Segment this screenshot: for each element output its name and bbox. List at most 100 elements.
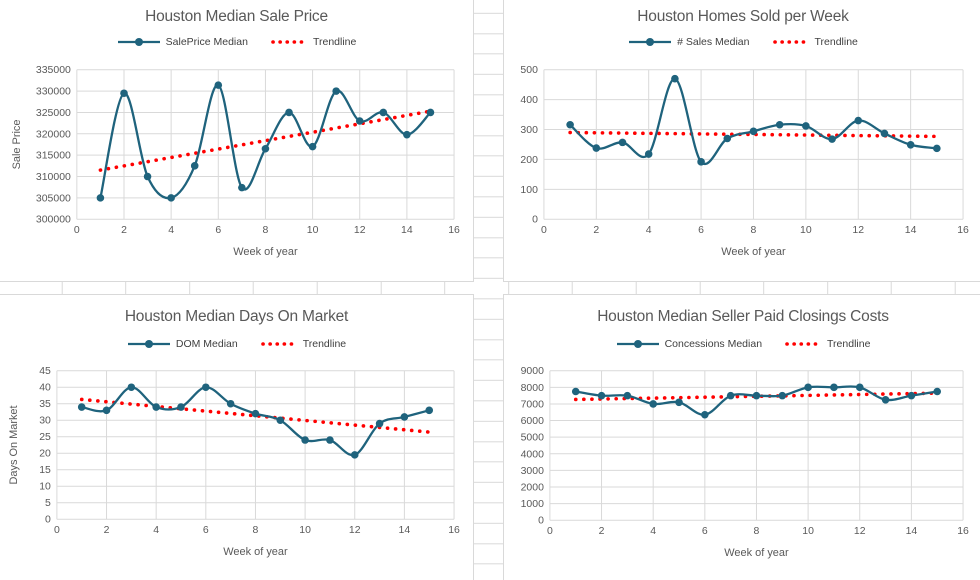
chart-legend: DOM Median Trendline bbox=[0, 338, 473, 350]
svg-text:30: 30 bbox=[39, 416, 51, 427]
trendline-dots-swatch-icon bbox=[785, 342, 821, 346]
plot-area-closing-costs[interactable]: 0 1000 2000 3000 4000 5000 6000 7000 8000 9000 0 2 4… bbox=[504, 295, 980, 580]
plot-area-days-on-market[interactable]: 0 5 10 15 20 25 30 35 40 45 0 2 4 6 8 10 12 14 16 Week of y… bbox=[0, 295, 473, 580]
legend-item-series[interactable]: DOM Median bbox=[127, 338, 238, 350]
svg-text:2: 2 bbox=[121, 225, 127, 236]
legend-label: Trendline bbox=[814, 36, 858, 48]
svg-text:14: 14 bbox=[906, 526, 918, 537]
svg-text:2: 2 bbox=[593, 225, 599, 236]
chart-card-homes-sold[interactable]: 0 100 200 300 400 500 0 2 4 6 8 10 12 14 16 Week of yea… bbox=[503, 0, 980, 282]
svg-text:200: 200 bbox=[520, 155, 538, 166]
svg-text:6: 6 bbox=[702, 526, 708, 537]
legend-item-series[interactable]: Concessions Median bbox=[616, 338, 762, 350]
svg-text:Week of year: Week of year bbox=[223, 546, 288, 558]
trendline-dots-swatch-icon bbox=[772, 40, 809, 44]
svg-text:10: 10 bbox=[800, 225, 812, 236]
svg-text:315000: 315000 bbox=[36, 151, 71, 162]
trendline-dots-swatch-icon bbox=[260, 342, 297, 346]
svg-text:0: 0 bbox=[54, 525, 60, 536]
chart-legend: Concessions Median Trendline bbox=[504, 338, 980, 350]
plot-area-sale-price[interactable]: 300000 305000 310000 315000 320000 325000 3300… bbox=[0, 0, 473, 281]
svg-text:12: 12 bbox=[854, 526, 866, 537]
svg-text:400: 400 bbox=[520, 95, 538, 106]
svg-text:0: 0 bbox=[541, 225, 547, 236]
svg-text:6: 6 bbox=[203, 525, 209, 536]
chart-card-closing-costs[interactable]: 0 1000 2000 3000 4000 5000 6000 7000 8000 9000 0 2 4… bbox=[503, 294, 980, 580]
svg-text:100: 100 bbox=[520, 185, 538, 196]
legend-item-trendline[interactable]: Trendline bbox=[270, 36, 356, 48]
svg-text:305000: 305000 bbox=[36, 193, 71, 204]
svg-text:5000: 5000 bbox=[521, 433, 544, 444]
legend-item-series[interactable]: # Sales Median bbox=[628, 36, 750, 48]
svg-text:14: 14 bbox=[401, 225, 413, 236]
svg-text:10: 10 bbox=[39, 482, 51, 493]
svg-text:0: 0 bbox=[532, 215, 538, 226]
legend-item-trendline[interactable]: Trendline bbox=[260, 338, 346, 350]
svg-text:325000: 325000 bbox=[36, 108, 71, 119]
svg-text:7000: 7000 bbox=[521, 399, 544, 410]
svg-text:3000: 3000 bbox=[521, 466, 544, 477]
svg-text:8: 8 bbox=[263, 225, 269, 236]
legend-label: DOM Median bbox=[175, 338, 238, 350]
series-line-swatch-icon bbox=[616, 340, 659, 348]
svg-text:4000: 4000 bbox=[521, 449, 544, 460]
svg-text:14: 14 bbox=[399, 525, 411, 536]
svg-text:0: 0 bbox=[538, 516, 544, 527]
svg-text:500: 500 bbox=[520, 65, 538, 76]
svg-text:4: 4 bbox=[168, 225, 174, 236]
chart-card-sale-price[interactable]: 300000 305000 310000 315000 320000 325000 3300… bbox=[0, 0, 474, 282]
svg-text:0: 0 bbox=[74, 225, 80, 236]
svg-text:4: 4 bbox=[646, 225, 652, 236]
svg-text:Week of year: Week of year bbox=[233, 246, 298, 258]
chart-legend: SalePrice Median Trendline bbox=[0, 36, 473, 48]
svg-text:10: 10 bbox=[299, 525, 311, 536]
svg-text:330000: 330000 bbox=[36, 87, 71, 98]
legend-label: Trendline bbox=[312, 36, 357, 48]
svg-text:320000: 320000 bbox=[36, 129, 71, 140]
svg-text:2: 2 bbox=[599, 526, 605, 537]
svg-text:5: 5 bbox=[45, 498, 51, 509]
chart-title: Houston Median Days On Market bbox=[124, 308, 349, 325]
svg-text:16: 16 bbox=[448, 225, 460, 236]
series-line-swatch-icon bbox=[117, 38, 160, 46]
legend-label: Trendline bbox=[302, 338, 347, 350]
chart-title: Houston Median Seller Paid Closings Cost… bbox=[597, 308, 889, 325]
svg-text:0: 0 bbox=[547, 526, 553, 537]
svg-text:40: 40 bbox=[39, 383, 51, 394]
svg-text:8: 8 bbox=[754, 526, 760, 537]
svg-text:25: 25 bbox=[39, 432, 51, 443]
legend-item-trendline[interactable]: Trendline bbox=[772, 36, 858, 48]
plot-area-homes-sold[interactable]: 0 100 200 300 400 500 0 2 4 6 8 10 12 14 16 Week of yea… bbox=[504, 0, 980, 281]
svg-text:Days On Market: Days On Market bbox=[8, 405, 20, 484]
svg-text:10: 10 bbox=[307, 225, 319, 236]
svg-text:335000: 335000 bbox=[36, 65, 71, 76]
legend-item-series[interactable]: SalePrice Median bbox=[117, 36, 248, 48]
legend-item-trendline[interactable]: Trendline bbox=[784, 338, 870, 350]
chart-title: Houston Homes Sold per Week bbox=[637, 8, 849, 25]
svg-text:20: 20 bbox=[39, 449, 51, 460]
svg-text:2: 2 bbox=[104, 525, 110, 536]
svg-text:8: 8 bbox=[253, 525, 259, 536]
svg-text:12: 12 bbox=[852, 225, 864, 236]
svg-text:15: 15 bbox=[39, 465, 51, 476]
svg-text:16: 16 bbox=[448, 525, 460, 536]
svg-text:8000: 8000 bbox=[521, 383, 544, 394]
trendline-dots-swatch-icon bbox=[271, 40, 307, 44]
svg-text:16: 16 bbox=[957, 526, 969, 537]
legend-label: Trendline bbox=[827, 338, 871, 350]
svg-text:35: 35 bbox=[39, 399, 51, 410]
legend-label: # Sales Median bbox=[677, 36, 750, 48]
svg-text:16: 16 bbox=[957, 225, 969, 236]
svg-text:12: 12 bbox=[349, 525, 361, 536]
svg-text:0: 0 bbox=[45, 515, 51, 526]
svg-text:Week of year: Week of year bbox=[721, 246, 786, 258]
legend-label: SalePrice Median bbox=[165, 36, 248, 48]
legend-label: Concessions Median bbox=[664, 338, 763, 350]
svg-text:14: 14 bbox=[905, 225, 917, 236]
svg-text:1000: 1000 bbox=[521, 499, 544, 510]
chart-card-days-on-market[interactable]: 0 5 10 15 20 25 30 35 40 45 0 2 4 6 8 10 12 14 16 Week of y… bbox=[0, 294, 474, 580]
svg-text:300000: 300000 bbox=[36, 215, 71, 226]
svg-text:6: 6 bbox=[698, 225, 704, 236]
svg-text:Week of year: Week of year bbox=[724, 547, 789, 559]
svg-text:10: 10 bbox=[802, 526, 814, 537]
